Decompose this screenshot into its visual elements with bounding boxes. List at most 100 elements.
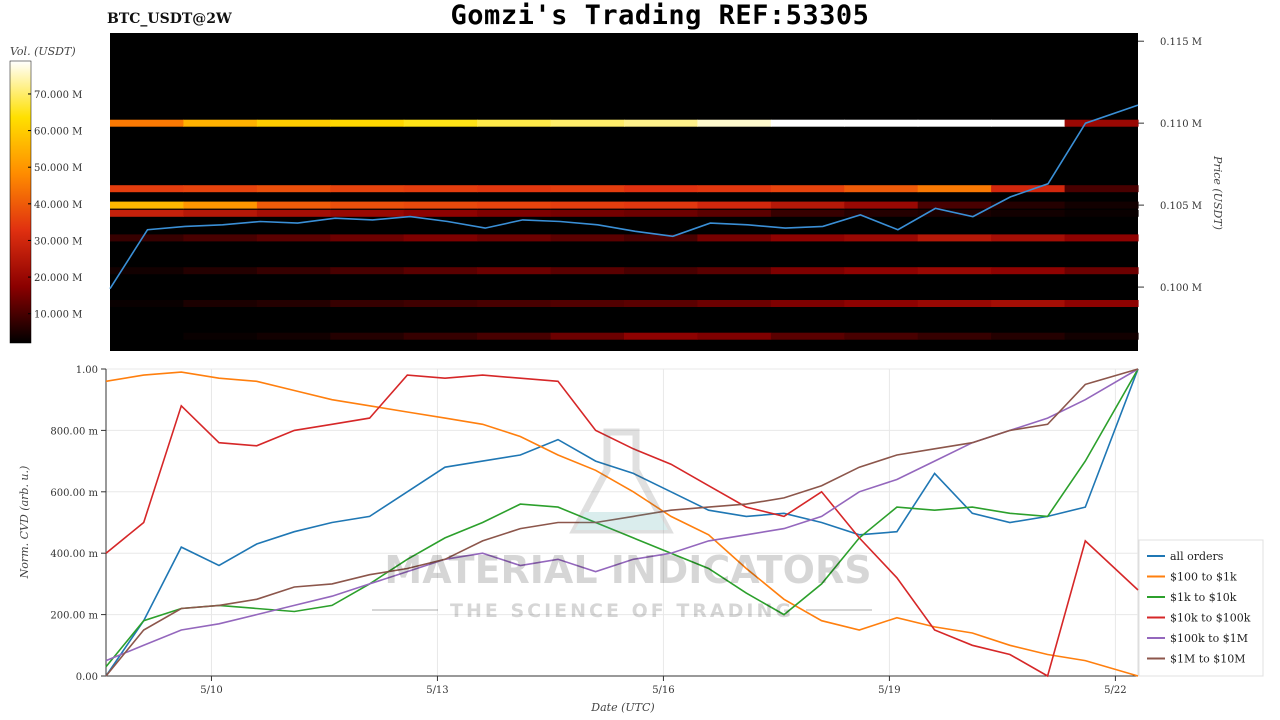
x-tick-label: 5/19	[878, 685, 900, 696]
heatmap-cell	[110, 201, 184, 209]
heatmap-cell	[917, 119, 992, 127]
heatmap-cell	[256, 300, 331, 307]
heatmap-cell	[477, 332, 552, 340]
y-tick-label: 200.00 m	[50, 611, 98, 622]
price-tick-label: 0.100 M	[1160, 283, 1202, 294]
symbol-label: BTC_USDT@2W	[107, 11, 232, 27]
heatmap-cell	[624, 332, 698, 340]
heatmap-cell	[550, 185, 625, 193]
heatmap-cell	[917, 300, 992, 307]
legend-box	[1138, 539, 1264, 677]
heatmap-cell	[110, 332, 184, 340]
heatmap-cell	[1064, 267, 1139, 275]
series-line	[105, 368, 1139, 677]
heatmap-cell	[550, 332, 625, 340]
heatmap-cell	[477, 201, 552, 209]
heatmap-cell	[183, 209, 258, 217]
heatmap-cell	[697, 234, 772, 242]
heatmap-cell	[403, 300, 478, 307]
heatmap-cell	[991, 119, 1066, 127]
colorbar-tick-label: 20.000 M	[34, 273, 82, 284]
colorbar-tick-label: 70.000 M	[34, 90, 82, 101]
heatmap-cell	[477, 300, 552, 307]
heatmap-cell	[256, 209, 331, 217]
heatmap-cell	[697, 201, 772, 209]
heatmap-cell	[697, 209, 772, 217]
heatmap-cell	[991, 185, 1066, 193]
heatmap-cell	[624, 234, 698, 242]
colorbar-tick-label: 60.000 M	[34, 127, 82, 138]
heatmap-cell	[110, 119, 184, 127]
heatmap-cell	[1064, 209, 1139, 217]
heatmap-cell	[624, 300, 698, 307]
heatmap-cell	[991, 332, 1066, 340]
heatmap-cell	[403, 201, 478, 209]
heatmap-cell	[624, 209, 698, 217]
heatmap-cell	[330, 185, 405, 193]
x-tick-label: 5/13	[426, 685, 448, 696]
series-line	[105, 371, 1139, 677]
heatmap-cell	[624, 119, 698, 127]
y-tick-label: 800.00 m	[50, 426, 98, 437]
heatmap-cell	[624, 201, 698, 209]
heatmap-cell	[770, 209, 845, 217]
heatmap-cell	[697, 332, 772, 340]
heatmap-cell	[330, 300, 405, 307]
heatmap-cell	[550, 119, 625, 127]
heatmap-cell	[330, 119, 405, 127]
heatmap-cell	[403, 332, 478, 340]
series-line	[105, 368, 1139, 677]
flask-logo	[569, 428, 674, 534]
heatmap-cell	[550, 209, 625, 217]
heatmap-cell	[917, 234, 992, 242]
y-tick-label: 400.00 m	[50, 549, 98, 560]
heatmap-cell	[770, 201, 845, 209]
heatmap-cell	[477, 234, 552, 242]
heatmap-cell	[256, 234, 331, 242]
heatmap-cell	[1064, 332, 1139, 340]
heatmap-cell	[917, 201, 992, 209]
heatmap-cell	[477, 209, 552, 217]
x-tick-label: 5/10	[200, 685, 222, 696]
heatmap-cell	[330, 332, 405, 340]
legend-entry: $100k to $1M	[1170, 632, 1248, 645]
heatmap-cell	[770, 119, 845, 127]
heatmap-cell	[844, 119, 919, 127]
heatmap-cell	[403, 185, 478, 193]
legend-entry: $100 to $1k	[1170, 571, 1237, 584]
heatmap-cell	[624, 267, 698, 275]
heatmap-cell	[991, 300, 1066, 307]
heatmap-cell	[477, 267, 552, 275]
price-tick-label: 0.105 M	[1160, 201, 1202, 212]
heatmap-cell	[550, 300, 625, 307]
x-tick-label: 5/16	[652, 685, 674, 696]
heatmap-cell	[330, 267, 405, 275]
heatmap-cell	[917, 267, 992, 275]
watermark: MATERIAL INDICATORS THE SCIENCE OF TRADI…	[372, 428, 872, 622]
heatmap-cell	[770, 300, 845, 307]
heatmap-cell	[697, 185, 772, 193]
price-tick-label: 0.115 M	[1160, 37, 1202, 48]
heatmap-cell	[183, 332, 258, 340]
heatmap-cell	[1064, 119, 1139, 127]
y-tick-label: 0.00	[76, 672, 98, 683]
heatmap-cell	[183, 201, 258, 209]
heatmap-cell	[256, 267, 331, 275]
heatmap-cell	[770, 267, 845, 275]
heatmap-cell	[770, 332, 845, 340]
heatmap-cell	[697, 267, 772, 275]
heatmap-cell	[110, 300, 184, 307]
heatmap-cell	[697, 300, 772, 307]
x-tick-label: 5/22	[1104, 685, 1126, 696]
heatmap-cell	[1064, 234, 1139, 242]
heatmap-cell	[550, 267, 625, 275]
heatmap-cell	[403, 234, 478, 242]
heatmap-cell	[844, 234, 919, 242]
heatmap-cell	[1064, 300, 1139, 307]
price-axis-label: Price (USDT)	[1211, 155, 1224, 230]
heatmap-cell	[477, 119, 552, 127]
heatmap-cell	[403, 267, 478, 275]
price-line	[109, 104, 1139, 290]
heatmap-cell	[770, 185, 845, 193]
